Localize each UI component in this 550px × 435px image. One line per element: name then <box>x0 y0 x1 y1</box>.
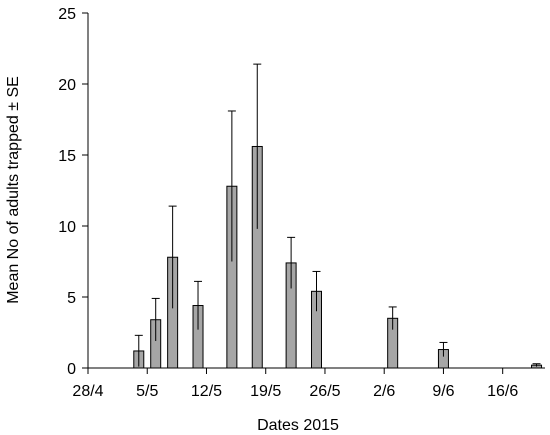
x-tick-label: 16/6 <box>487 383 518 400</box>
x-tick-label: 5/5 <box>136 383 158 400</box>
error-bar <box>388 306 397 330</box>
error-bar <box>151 297 160 342</box>
error-bar <box>532 363 541 367</box>
error-bar <box>168 205 177 309</box>
x-tick-label: 9/6 <box>432 383 454 400</box>
y-axis-title: Mean No of adults trapped ± SE <box>5 76 22 304</box>
x-axis-title: Dates 2015 <box>257 417 339 434</box>
x-tick-label: 28/4 <box>72 383 103 400</box>
y-tick-label: 25 <box>58 6 76 23</box>
error-bar <box>287 236 296 289</box>
x-tick-label: 12/5 <box>191 383 222 400</box>
error-bar <box>227 110 236 262</box>
error-bars <box>134 63 541 367</box>
y-tick-label: 5 <box>67 290 76 307</box>
error-bar <box>253 63 262 229</box>
error-bar <box>194 280 203 330</box>
x-tick-label: 19/5 <box>250 383 281 400</box>
axes <box>82 12 545 374</box>
y-tick-label: 10 <box>58 219 76 236</box>
y-tick-label: 20 <box>58 77 76 94</box>
bars <box>133 145 543 369</box>
tick-labels: 0 5 10 15 20 25 28/4 5/5 12/5 19/5 26/5 2/6 9/6 16/6 <box>58 6 518 400</box>
y-tick-label: 15 <box>58 148 76 165</box>
error-bar <box>439 341 448 357</box>
error-bar <box>312 270 321 312</box>
x-tick-label: 26/5 <box>309 383 340 400</box>
x-tick-label: 2/6 <box>373 383 395 400</box>
error-bar <box>134 334 143 367</box>
y-tick-label: 0 <box>67 361 76 378</box>
